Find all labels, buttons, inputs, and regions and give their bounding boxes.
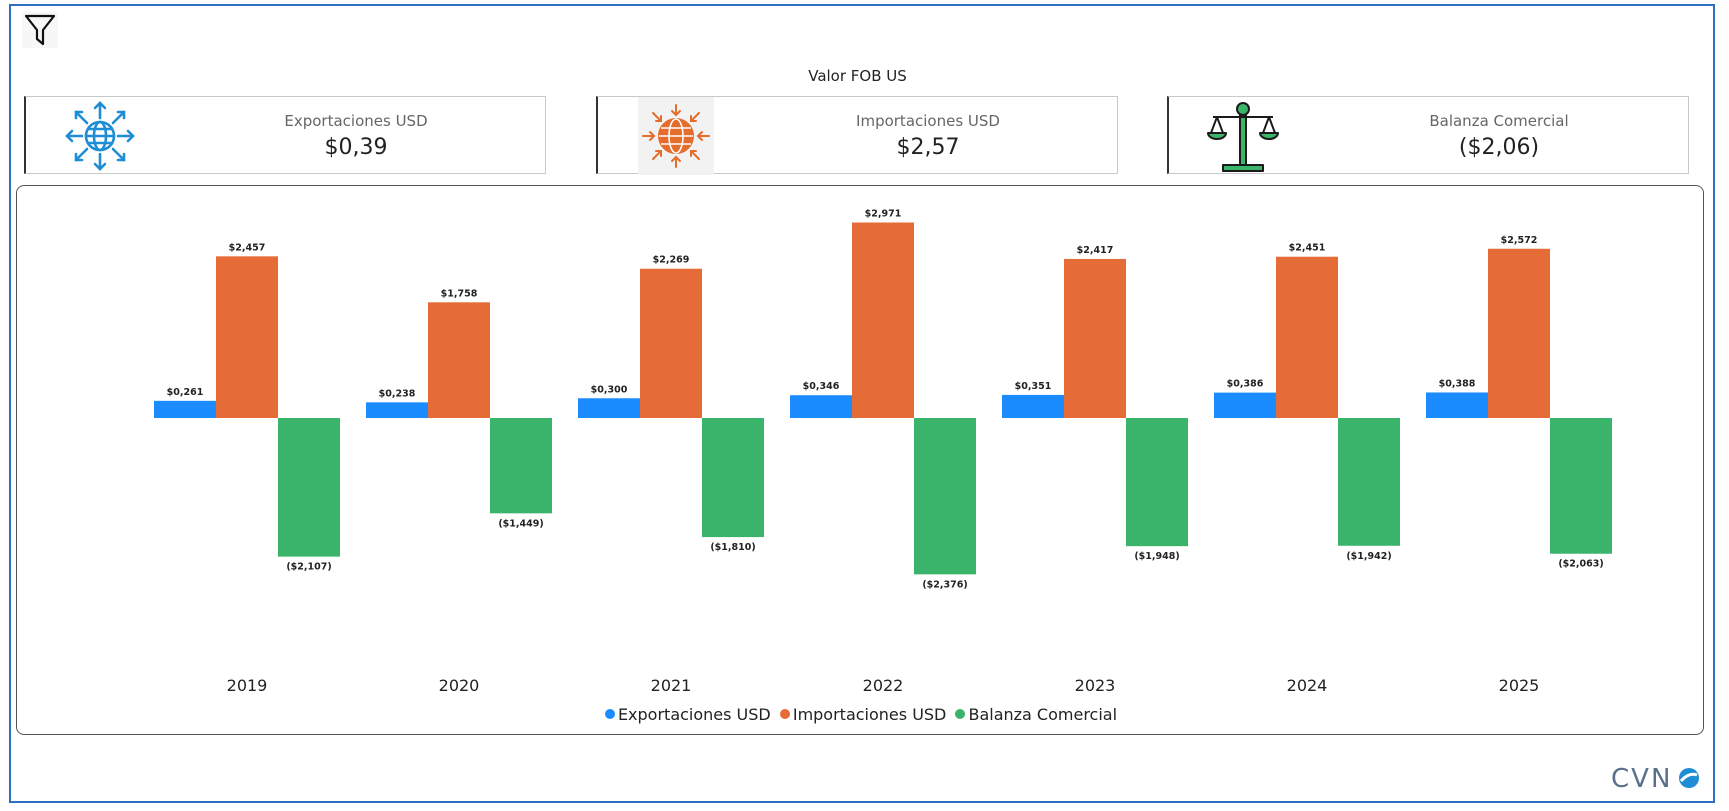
data-label: $0,386	[1227, 379, 1264, 390]
legend-item-balanza[interactable]: Balanza Comercial	[955, 705, 1117, 724]
data-label: ($2,063)	[1558, 559, 1603, 570]
bar-balanza-comercial-2019[interactable]	[278, 418, 340, 557]
legend-label: Importaciones USD	[792, 704, 947, 724]
data-label: $0,300	[591, 384, 628, 395]
chart-subtitle: Valor FOB US	[808, 67, 907, 85]
data-label: ($2,107)	[286, 562, 331, 573]
data-label: $2,269	[653, 255, 690, 266]
bar-importaciones-usd-2020[interactable]	[428, 302, 490, 418]
data-label: $0,351	[1015, 381, 1052, 392]
data-label: $2,572	[1501, 235, 1538, 246]
filter-button[interactable]	[22, 12, 58, 48]
data-label: ($2,376)	[922, 579, 967, 590]
kpi-value: $0,39	[324, 135, 388, 160]
bar-balanza-comercial-2023[interactable]	[1126, 418, 1188, 547]
legend-dot	[955, 709, 966, 719]
bar-exportaciones-usd-2019[interactable]	[154, 400, 216, 418]
bar-balanza-comercial-2025[interactable]	[1550, 418, 1612, 554]
data-label: ($1,810)	[710, 542, 755, 553]
kpi-label: Exportaciones USD	[284, 112, 428, 130]
legend-dot	[779, 709, 790, 719]
data-label: $2,451	[1289, 243, 1326, 254]
balance-scale-icon	[1203, 97, 1283, 175]
data-label: ($1,449)	[498, 518, 543, 529]
bar-balanza-comercial-2020[interactable]	[490, 418, 552, 514]
data-label: ($1,942)	[1346, 551, 1391, 562]
data-label: ($1,948)	[1134, 551, 1179, 562]
x-tick-label: 2023	[1075, 676, 1116, 695]
bar-chart: $0,261 $2,457 ($2,107) 2019 $0,238 $1,758 ($1,…	[154, 209, 1612, 695]
bar-exportaciones-usd-2025[interactable]	[1426, 392, 1488, 418]
legend-label: Exportaciones USD	[617, 704, 771, 724]
data-label: $0,346	[803, 381, 840, 392]
data-label: $0,261	[167, 387, 204, 398]
bar-exportaciones-usd-2023[interactable]	[1002, 394, 1064, 418]
bar-exportaciones-usd-2021[interactable]	[578, 398, 640, 418]
kpi-value: ($2,06)	[1458, 135, 1540, 160]
kpi-card-exportaciones: Exportaciones USD $0,39	[24, 96, 546, 174]
x-tick-label: 2019	[227, 676, 268, 695]
x-tick-label: 2022	[863, 676, 904, 695]
chart-container: $0,261 $2,457 ($2,107) 2019 $0,238 $1,758 ($1,…	[16, 185, 1704, 735]
globe-arrows-in-icon	[638, 97, 714, 175]
x-tick-label: 2021	[651, 676, 692, 695]
bar-importaciones-usd-2025[interactable]	[1488, 248, 1550, 418]
data-label: $2,457	[229, 242, 266, 253]
dashboard-frame	[9, 4, 1715, 803]
bar-importaciones-usd-2023[interactable]	[1064, 258, 1126, 418]
bar-exportaciones-usd-2024[interactable]	[1214, 392, 1276, 418]
filter-icon	[24, 14, 56, 46]
bar-importaciones-usd-2021[interactable]	[640, 268, 702, 418]
kpi-label: Balanza Comercial	[1429, 112, 1569, 130]
data-label: $2,971	[865, 209, 902, 220]
x-tick-label: 2020	[439, 676, 480, 695]
legend-dot	[604, 709, 615, 719]
data-label: $1,758	[441, 288, 478, 299]
bar-importaciones-usd-2019[interactable]	[216, 256, 278, 418]
kpi-value: $2,57	[896, 135, 960, 160]
bar-balanza-comercial-2021[interactable]	[702, 418, 764, 538]
logo-text: CVN	[1611, 764, 1672, 793]
x-tick-label: 2025	[1499, 676, 1540, 695]
chart-legend: Exportaciones USD Importaciones USD Bala…	[17, 704, 1705, 724]
kpi-card-importaciones: Importaciones USD $2,57	[596, 96, 1118, 175]
x-tick-label: 2024	[1287, 676, 1328, 695]
bar-exportaciones-usd-2020[interactable]	[366, 402, 428, 418]
bar-balanza-comercial-2024[interactable]	[1338, 418, 1400, 546]
bar-importaciones-usd-2024[interactable]	[1276, 256, 1338, 418]
bar-importaciones-usd-2022[interactable]	[852, 222, 914, 418]
bar-exportaciones-usd-2022[interactable]	[790, 395, 852, 418]
data-label: $0,388	[1439, 378, 1476, 389]
cvn-logo: CVN	[1611, 763, 1703, 794]
data-label: $2,417	[1077, 245, 1114, 256]
legend-item-importaciones[interactable]: Importaciones USD	[779, 704, 947, 724]
kpi-card-balanza: Balanza Comercial ($2,06)	[1167, 96, 1689, 174]
globe-arrows-out-icon	[60, 97, 140, 175]
bar-balanza-comercial-2022[interactable]	[914, 418, 976, 575]
legend-label: Balanza Comercial	[968, 704, 1118, 724]
kpi-label: Importaciones USD	[856, 112, 1000, 130]
data-label: $0,238	[379, 388, 416, 399]
legend-item-exportaciones[interactable]: Exportaciones USD	[604, 704, 771, 724]
